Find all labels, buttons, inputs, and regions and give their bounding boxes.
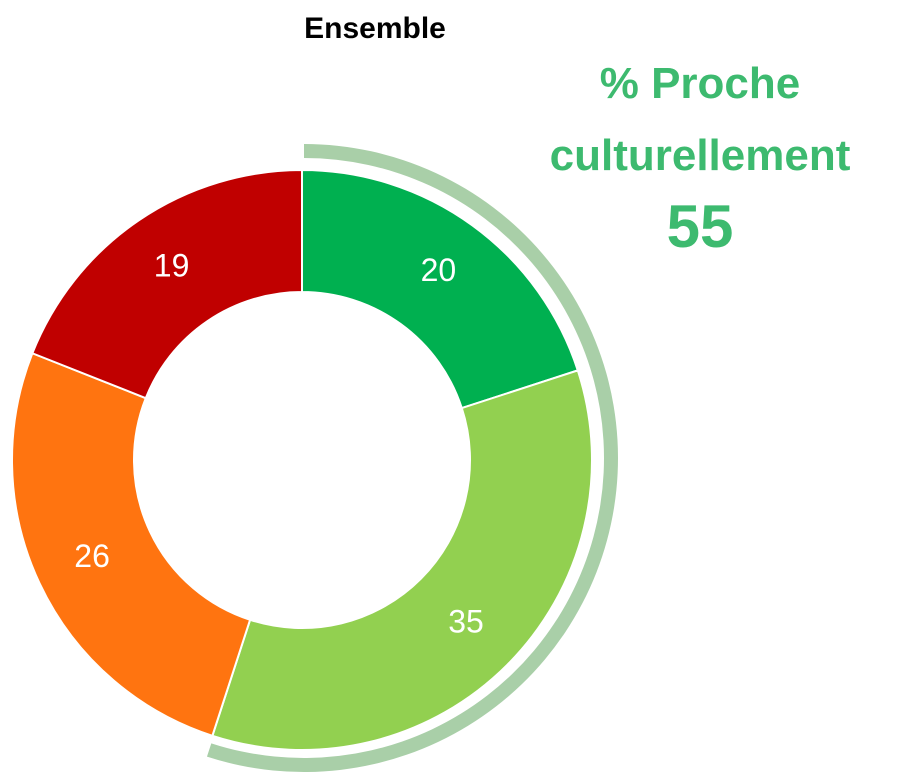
data-label: 20 bbox=[421, 252, 457, 288]
annotation: % Proche culturellement 55 bbox=[490, 48, 910, 262]
data-label: 35 bbox=[448, 604, 484, 640]
donut-segment bbox=[211, 369, 593, 751]
data-label: 26 bbox=[74, 538, 110, 574]
chart-title: Ensemble bbox=[304, 12, 446, 45]
annotation-label: % Proche culturellement bbox=[549, 59, 851, 180]
donut-segment bbox=[301, 168, 580, 410]
donut-segment bbox=[11, 351, 252, 738]
data-label: 19 bbox=[154, 248, 190, 284]
donut-segment bbox=[31, 168, 303, 400]
annotation-value: 55 bbox=[666, 193, 734, 260]
